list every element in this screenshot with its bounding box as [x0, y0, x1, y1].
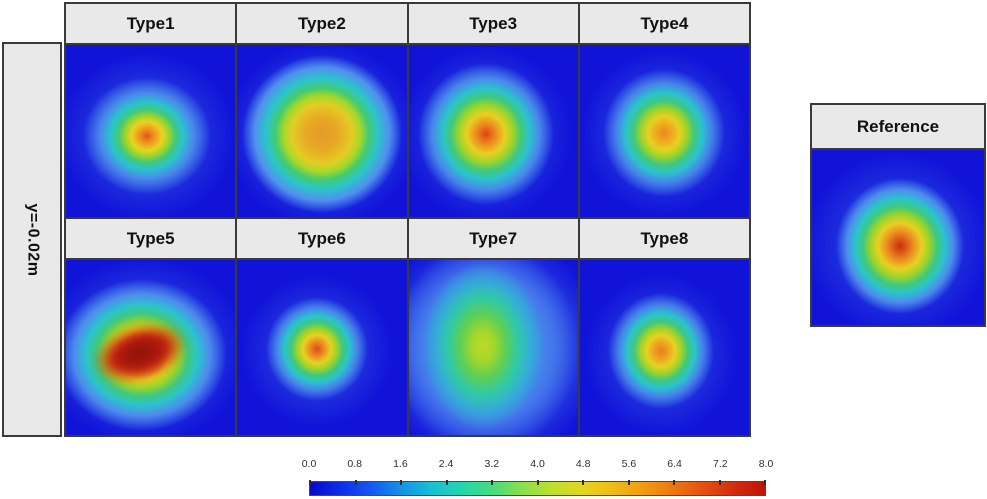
colorbar-tick-mark	[445, 480, 448, 485]
colorbar-tick-mark	[309, 480, 311, 485]
heat-blob	[240, 275, 393, 427]
heatmap-type6	[237, 260, 407, 435]
heat-blob	[603, 68, 726, 197]
heat-blob	[418, 63, 555, 206]
colorbar-tick-mark	[536, 480, 539, 485]
colorbar-tick-mark	[354, 480, 357, 485]
colorbar-tick-label: 4.0	[530, 458, 545, 470]
row-label: y=-0.02m	[24, 203, 41, 276]
panel-header-type5: Type5	[66, 219, 236, 258]
heat-blob	[408, 260, 578, 435]
heatmap-type4	[579, 45, 749, 217]
colorbar-tick-label: 6.4	[667, 458, 682, 470]
colorbar-tick-mark	[627, 480, 630, 485]
heatmap-type5	[66, 260, 236, 435]
heat-blob	[265, 297, 368, 402]
colorbar-tick-label: 4.8	[575, 458, 591, 470]
colorbar: 0.0 0.8 1.6 2.4 3.2 4.0 4.8 5.6 6.4 7.2 8.0	[302, 458, 774, 496]
colorbar-tick-labels: 0.0 0.8 1.6 2.4 3.2 4.0 4.8 5.6 6.4 7.2 8.0	[302, 458, 774, 472]
heat-blob	[581, 49, 748, 216]
colorbar-tick-label: 2.4	[438, 458, 454, 470]
panel-header-reference: Reference	[812, 105, 984, 148]
heat-blob	[408, 260, 578, 435]
panel-header-type8: Type8	[579, 219, 749, 258]
colorbar-tick-mark	[764, 480, 766, 485]
colorbar-tick-label: 8.0	[758, 458, 774, 470]
heatmap-reference	[812, 150, 984, 325]
heat-blob	[607, 293, 714, 409]
colorbar-tick-label: 3.2	[484, 458, 500, 470]
heat-blob	[584, 273, 737, 435]
row-label-strip: y=-0.02m	[2, 42, 62, 437]
colorbar-tick-mark	[582, 480, 584, 485]
colorbar-tick-label: 1.6	[393, 458, 408, 470]
panel-header-type4: Type4	[579, 4, 749, 43]
heat-blob	[83, 77, 212, 196]
colorbar-tick-label: 0.0	[301, 458, 317, 470]
panel-header-type1: Type1	[66, 4, 236, 43]
colorbar-tick-label: 5.6	[621, 458, 637, 470]
heatmap-type3	[408, 45, 578, 217]
heat-blob	[408, 46, 573, 217]
heat-blob	[66, 260, 236, 435]
panel-header-type2: Type2	[237, 4, 407, 43]
reference-panel: Reference	[810, 103, 986, 327]
panel-header-type7: Type7	[408, 219, 578, 258]
colorbar-tick-mark	[491, 480, 493, 485]
colorbar-tick-label: 7.2	[712, 458, 728, 470]
colorbar-tick-mark	[718, 480, 721, 485]
panel-grid: Type1 Type2 Type3 Type4 Type5 Type6 Type…	[64, 2, 751, 437]
heat-blob	[86, 311, 195, 394]
heatmap-type8	[579, 260, 749, 435]
heat-blob	[422, 262, 543, 429]
colorbar-tick-mark	[673, 480, 675, 485]
heat-blob	[812, 151, 984, 325]
panel-header-type3: Type3	[408, 4, 578, 43]
colorbar-tick-label: 0.8	[347, 458, 362, 470]
colorbar-gradient-bar	[309, 480, 766, 496]
heat-blob	[241, 55, 402, 214]
panel-header-type6: Type6	[237, 219, 407, 258]
heatmap-type7	[408, 260, 578, 435]
heat-blob	[66, 52, 236, 217]
heatmap-type2	[237, 45, 407, 217]
heat-blob	[835, 178, 964, 315]
heat-blob	[237, 45, 407, 217]
heat-blob	[66, 278, 228, 431]
heatmap-type1	[66, 45, 236, 217]
colorbar-tick-mark	[400, 480, 402, 485]
